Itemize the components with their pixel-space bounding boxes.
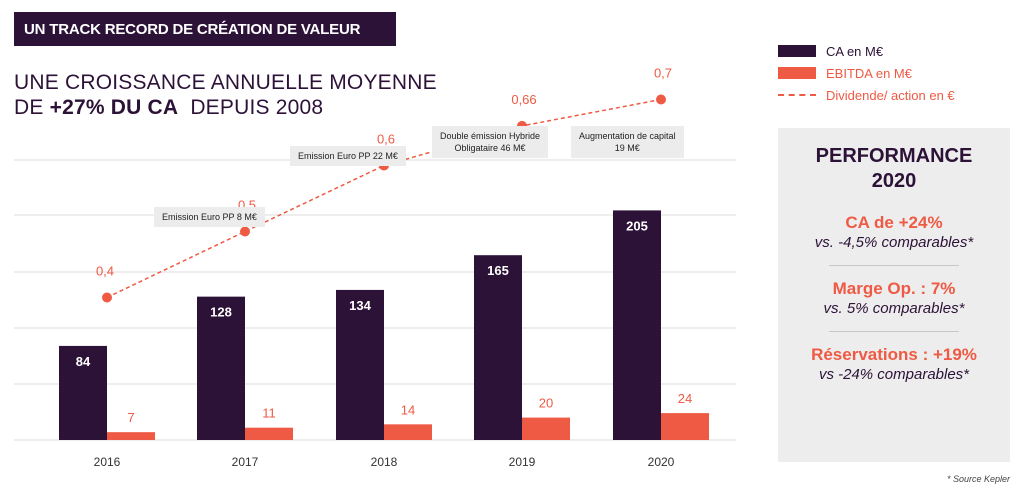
performance-title-line-2: 2020 (871, 170, 917, 192)
dividend-point (240, 226, 250, 237)
subtitle-suffix: DEPUIS 2008 (178, 96, 324, 119)
banner-title: UN TRACK RECORD DE CRÉATION DE VALEUR (24, 20, 361, 38)
subtitle-prefix: DE (14, 96, 50, 119)
bar-ebitda (384, 424, 432, 440)
legend-label-dividend: Dividende/ action en € (826, 87, 955, 103)
performance-divider (829, 331, 959, 332)
x-tick-label: 2019 (509, 455, 536, 469)
performance-title-line-1: PERFORMANCE (815, 145, 973, 167)
section-banner: UN TRACK RECORD DE CRÉATION DE VALEUR (14, 12, 396, 46)
performance-item: Réservations : +19% vs -24% comparables* (778, 344, 1010, 385)
subtitle-line-1: UNE CROISSANCE ANNUELLE MOYENNE (14, 71, 437, 94)
x-tick-label: 2018 (371, 455, 398, 469)
x-tick-label: 2016 (94, 455, 121, 469)
performance-item-main: Réservations : +19% (811, 345, 977, 364)
legend-swatch-ebitda (778, 67, 816, 79)
performance-item-sub: vs. 5% comparables* (823, 300, 965, 317)
data-label-dividend: 0,4 (96, 264, 114, 279)
annotation-box: Double émission Hybride Obligataire 46 M… (432, 126, 549, 158)
annotation-box: Augmentation de capital 19 M€ (571, 126, 684, 158)
performance-divider (829, 265, 959, 266)
source-note: * Source Kepler (946, 474, 1010, 484)
annotation-box: Emission Euro PP 8 M€ (154, 207, 265, 227)
chart-legend: CA en M€ EBITDA en M€ Dividende/ action … (778, 40, 955, 106)
page-subtitle: UNE CROISSANCE ANNUELLE MOYENNE DE +27% … (14, 70, 437, 120)
bar-ca (197, 296, 245, 440)
legend-swatch-dividend (778, 94, 816, 96)
legend-swatch-ca (778, 45, 816, 57)
data-label-ebitda: 14 (401, 402, 415, 417)
bar-ca (59, 345, 107, 440)
data-label-ca: 128 (210, 305, 232, 320)
bar-ca (336, 289, 384, 440)
data-label-ca: 134 (349, 298, 371, 313)
data-label-dividend: 0,6 (377, 132, 395, 147)
performance-item: Marge Op. : 7% vs. 5% comparables* (778, 278, 1010, 319)
performance-panel: PERFORMANCE 2020 CA de +24% vs. -4,5% co… (778, 128, 1010, 462)
data-label-dividend: 0,66 (511, 92, 536, 107)
legend-label-ebitda: EBITDA en M€ (826, 65, 912, 81)
data-label-ca: 205 (626, 218, 648, 233)
data-label-ebitda: 20 (539, 396, 553, 411)
data-label-ebitda: 24 (678, 391, 692, 406)
bar-ebitda (661, 413, 709, 440)
data-label-dividend: 0,7 (654, 66, 672, 81)
dividend-point (656, 94, 666, 105)
performance-item-sub: vs. -4,5% comparables* (814, 234, 974, 251)
data-label-ebitda: 7 (127, 410, 134, 425)
subtitle-highlight: +27% DU CA (49, 96, 179, 119)
legend-item-ebitda: EBITDA en M€ (778, 62, 955, 84)
bar-ebitda (245, 427, 293, 440)
subtitle-line-2: DE +27% DU CA DEPUIS 2008 (14, 95, 437, 120)
bar-ebitda (107, 432, 155, 440)
annotation-box: Emission Euro PP 22 M€ (290, 146, 406, 166)
dividend-point (102, 292, 112, 303)
data-label-ebitda: 11 (262, 406, 276, 421)
bar-ebitda (522, 417, 570, 440)
bar-line-chart: 84 7 2016 128 11 2017 134 14 2018 165 20 2019 205 24 2… (14, 66, 736, 469)
x-tick-label: 2020 (648, 455, 675, 469)
performance-item-sub: vs -24% comparables* (818, 366, 970, 383)
legend-label-ca: CA en M€ (826, 43, 884, 59)
data-label-ca: 165 (487, 263, 509, 278)
data-label-ca: 84 (76, 354, 91, 369)
performance-item-main: Marge Op. : 7% (832, 279, 956, 298)
bar-ca (613, 210, 661, 440)
performance-item: CA de +24% vs. -4,5% comparables* (778, 212, 1010, 253)
performance-item-main: CA de +24% (845, 213, 943, 232)
bar-ca (474, 255, 522, 440)
legend-item-dividend: Dividende/ action en € (778, 84, 955, 106)
x-tick-label: 2017 (232, 455, 259, 469)
legend-item-ca: CA en M€ (778, 40, 955, 62)
performance-title: PERFORMANCE 2020 (778, 144, 1010, 194)
dividend-line (106, 98, 662, 299)
